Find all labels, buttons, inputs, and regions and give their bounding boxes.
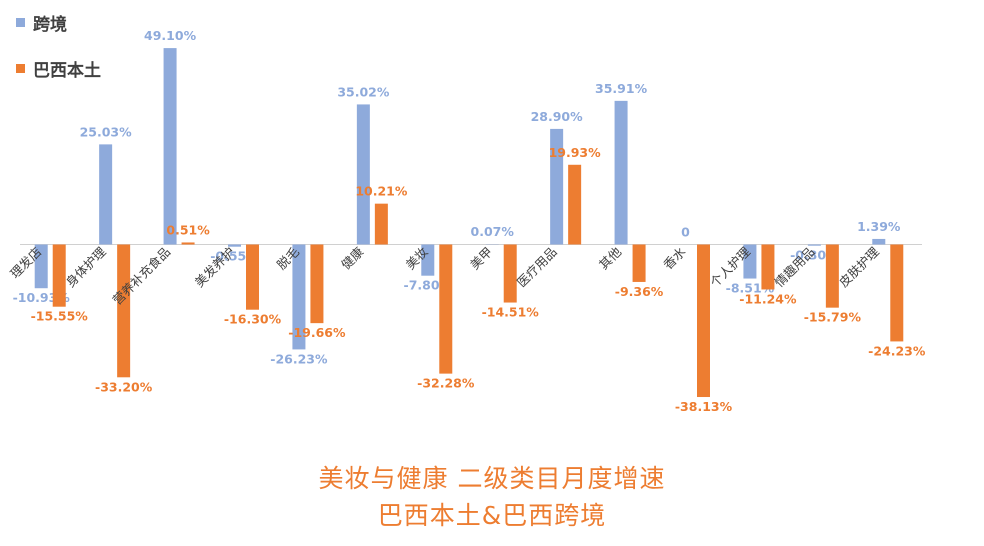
data-label-cross-border-10: 0 [681,225,690,240]
data-label-local-6: -32.28% [417,376,475,391]
data-label-local-4: -19.66% [288,325,346,340]
data-label-cross-border-8: 28.90% [531,109,584,124]
bar-local-11 [761,244,775,290]
data-label-local-9: -9.36% [615,284,664,299]
data-label-local-12: -15.79% [804,310,862,325]
bar-local-6 [439,244,453,374]
category-label-7: 美甲 [467,244,495,272]
bar-local-8 [568,164,582,245]
legend-label-local: 巴西本土 [33,61,101,81]
bar-local-10 [697,244,710,398]
legend-item-local: 巴西本土 [16,56,101,81]
bar-cross-border-9 [614,100,628,245]
data-label-local-2: 0.51% [166,222,210,237]
legend-item-cross-border: 跨境 [16,10,67,35]
bar-local-9 [632,244,646,282]
data-label-local-8: 19.93% [549,145,602,160]
category-label-10: 香水 [660,244,689,273]
data-label-local-10: -38.13% [675,399,733,414]
bar-cross-border-0 [34,244,48,289]
bar-cross-border-3 [228,244,241,247]
legend-label-cross-border: 跨境 [33,15,67,35]
chart-subtitle: 巴西本土&巴西跨境 [377,501,607,530]
bar-local-5 [374,203,388,245]
data-label-cross-border-9: 35.91% [595,81,648,96]
data-label-cross-border-2: 49.10% [144,28,197,43]
bar-local-3 [246,244,259,310]
bar-local-7 [503,244,517,303]
data-label-cross-border-7: 0.07% [471,224,515,239]
data-label-cross-border-1: 25.03% [80,124,133,139]
category-label-5: 健康 [338,244,367,273]
bar-local-1 [117,244,131,378]
bar-cross-border-8 [550,128,564,245]
bar-local-0 [52,244,66,307]
bar-local-13 [890,244,904,342]
data-label-cross-border-13: 1.39% [857,219,901,234]
bar-cross-border-1 [99,144,113,245]
category-label-1: 身体护理 [63,244,109,290]
bar-cross-border-6 [421,244,435,276]
data-label-local-13: -24.23% [868,343,926,358]
bar-cross-border-2 [163,48,177,245]
data-label-local-7: -14.51% [482,305,540,320]
data-label-local-3: -16.30% [224,312,282,327]
bar-local-2 [181,242,195,245]
data-label-local-0: -15.55% [31,309,89,324]
category-label-13: 皮肤护理 [836,244,882,290]
bar-cross-border-12 [807,244,821,246]
data-label-local-5: 10.21% [355,184,408,199]
bar-cross-border-13 [872,238,886,245]
bar-local-12 [825,244,839,308]
data-label-local-11: -11.24% [739,291,797,306]
legend-swatch-cross-border [16,18,25,27]
chart-title: 美妆与健康 二级类目月度增速 [318,464,666,493]
category-label-9: 其他 [596,244,625,273]
data-label-cross-border-5: 35.02% [337,84,390,99]
legend-swatch-local [16,64,25,73]
bar-cross-border-11 [743,244,757,279]
bar-cross-border-5 [356,104,370,245]
bar-cross-border-4 [292,244,306,350]
category-label-8: 医疗用品 [514,244,560,290]
data-label-local-1: -33.20% [95,379,153,394]
bar-local-4 [310,244,324,324]
data-label-cross-border-4: -26.23% [270,351,328,366]
